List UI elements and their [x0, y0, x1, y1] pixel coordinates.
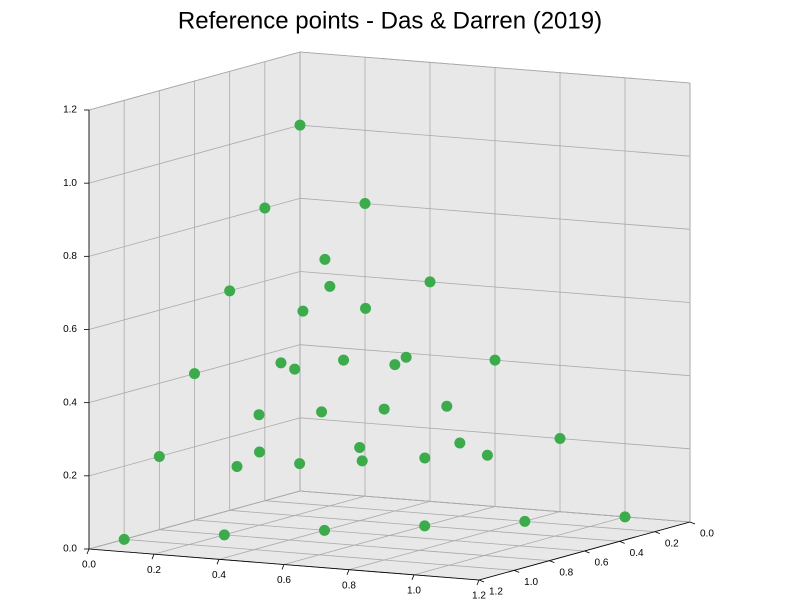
x-tick-label: 0.0 — [82, 560, 96, 571]
y-tick-label: 0.0 — [700, 529, 714, 540]
point — [389, 359, 401, 371]
point — [359, 198, 371, 209]
z-tick-label: 0.0 — [63, 544, 77, 555]
chart-title: Reference points - Das & Darren (2019) — [178, 7, 602, 34]
point — [400, 351, 412, 363]
point — [324, 280, 336, 292]
y-tick — [514, 569, 520, 573]
x-tick — [216, 559, 220, 565]
point — [153, 451, 165, 462]
z-tick-label: 0.6 — [63, 324, 77, 335]
point — [519, 515, 531, 527]
grid-line — [124, 538, 515, 571]
point — [378, 403, 390, 415]
point — [319, 253, 331, 265]
grid-line — [88, 271, 301, 330]
point — [275, 357, 287, 369]
point — [619, 511, 631, 523]
x-tick-label: 0.2 — [147, 565, 161, 576]
point — [254, 446, 265, 458]
y-tick-label: 0.4 — [630, 548, 644, 559]
y-tick — [654, 531, 660, 535]
point — [319, 524, 330, 536]
y-tick — [619, 540, 625, 544]
point — [231, 460, 243, 472]
point — [218, 529, 230, 541]
y-tick-label: 1.2 — [489, 587, 503, 598]
point — [224, 285, 236, 297]
grid-line — [299, 271, 691, 303]
y-tick — [689, 521, 696, 525]
point — [424, 276, 436, 288]
point — [297, 305, 309, 317]
x-tick-label: 1.0 — [407, 585, 421, 596]
x-tick-label: 0.6 — [277, 575, 291, 586]
z-tick-label: 0.8 — [63, 251, 77, 262]
point — [441, 400, 453, 412]
point — [189, 368, 200, 380]
point — [294, 458, 306, 470]
grid-line — [299, 124, 691, 157]
x-tick-label: 1.2 — [472, 591, 486, 600]
grid-line — [194, 519, 585, 552]
point — [354, 442, 366, 453]
y-tick — [584, 550, 590, 554]
point — [289, 363, 301, 375]
grid-line — [299, 51, 691, 84]
grid-line — [88, 51, 301, 111]
point — [454, 437, 466, 449]
point — [259, 202, 271, 214]
y-tick — [549, 560, 555, 564]
point — [356, 455, 368, 467]
x-tick — [411, 574, 415, 580]
point — [316, 406, 328, 418]
x-axis-line — [88, 548, 480, 581]
x-tick — [151, 554, 155, 560]
y-tick-label: 0.6 — [595, 558, 609, 569]
x-tick-label: 0.4 — [212, 570, 226, 581]
point — [489, 354, 501, 366]
point — [338, 354, 350, 366]
grid-line — [264, 500, 655, 533]
y-axis-line — [478, 521, 691, 581]
y-tick-label: 0.2 — [665, 538, 679, 549]
grid-line — [88, 124, 301, 184]
point — [481, 449, 493, 461]
y-tick — [478, 579, 485, 583]
x-tick-label: 0.8 — [342, 580, 356, 591]
x-tick — [281, 564, 285, 570]
point — [419, 520, 431, 532]
grid-line — [88, 417, 301, 477]
z-tick-label: 1.0 — [63, 178, 77, 189]
z-tick-label: 1.2 — [63, 105, 77, 116]
point — [118, 533, 130, 545]
point — [253, 409, 265, 421]
point — [294, 119, 306, 131]
point — [419, 452, 431, 464]
x-tick — [476, 579, 480, 586]
y-tick-label: 1.0 — [524, 577, 538, 588]
x-tick — [86, 548, 90, 555]
y-tick-label: 0.8 — [559, 567, 573, 578]
point — [554, 433, 566, 444]
z-tick-label: 0.4 — [63, 397, 77, 408]
grid-line — [299, 417, 691, 450]
point — [360, 302, 372, 314]
z-tick-label: 0.2 — [63, 470, 77, 481]
x-tick — [346, 569, 350, 575]
